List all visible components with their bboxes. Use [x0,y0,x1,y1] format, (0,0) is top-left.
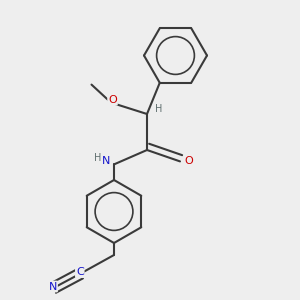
Text: H: H [94,153,101,164]
Text: C: C [76,267,84,277]
Text: H: H [155,103,163,114]
Text: N: N [49,281,57,292]
Text: O: O [184,156,193,166]
Text: N: N [102,156,111,167]
Text: O: O [108,94,117,105]
